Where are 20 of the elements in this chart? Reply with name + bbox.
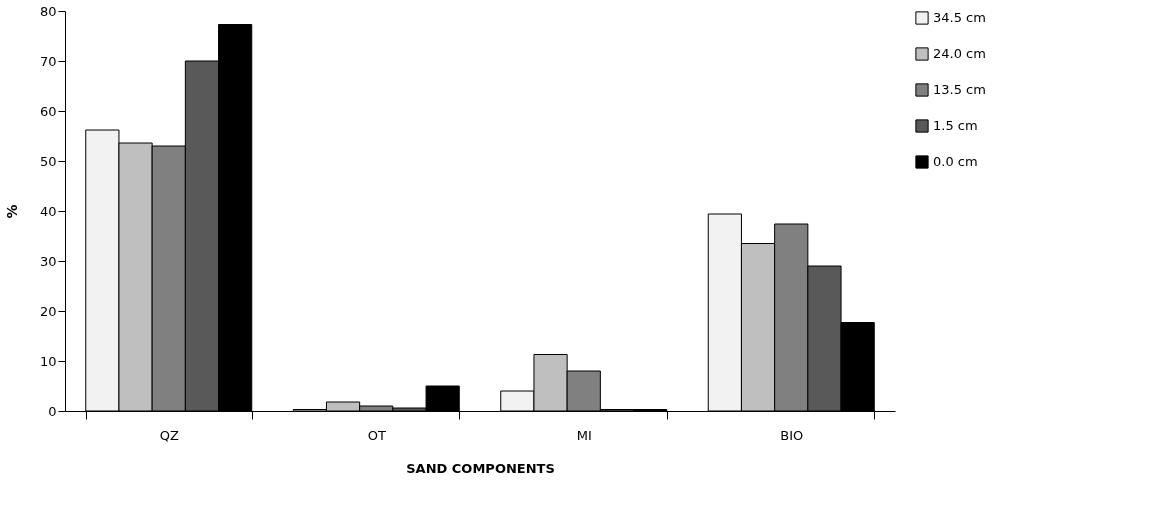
x-tick-label: BIO: [780, 427, 804, 443]
y-tick-label: 60: [39, 103, 57, 119]
y-tick-label: 10: [39, 353, 57, 369]
legend-label: 1.5 cm: [933, 118, 978, 133]
y-tick-label: 40: [39, 203, 57, 219]
y-tick-label: 0: [48, 403, 57, 419]
y-axis-title: %: [3, 204, 20, 219]
legend-label: 0.0 cm: [933, 154, 978, 169]
y-tick-label: 30: [39, 253, 57, 269]
y-tick-label: 80: [39, 3, 57, 19]
x-tick-label: QZ: [159, 427, 179, 443]
x-tick-label: OT: [367, 427, 386, 443]
y-tick-label: 20: [39, 303, 57, 319]
x-tick-label: MI: [576, 427, 592, 443]
x-axis-title: SAND COMPONENTS: [406, 460, 555, 476]
legend-label: 24.0 cm: [933, 46, 986, 61]
y-tick-label: 70: [39, 53, 57, 69]
legend-label: 13.5 cm: [933, 82, 986, 97]
y-tick-label: 50: [39, 153, 57, 169]
legend-label: 34.5 cm: [933, 10, 986, 25]
